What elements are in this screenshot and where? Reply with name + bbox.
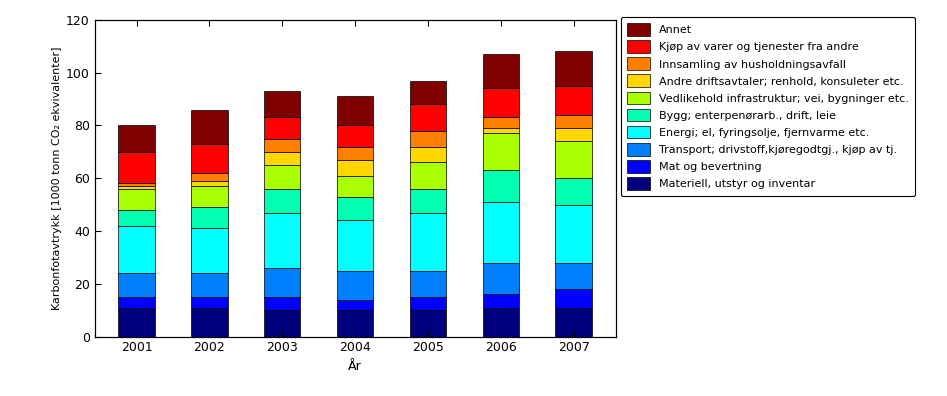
Bar xyxy=(556,115,592,128)
Bar xyxy=(556,289,592,308)
Bar xyxy=(118,210,154,226)
Bar xyxy=(191,173,227,181)
Bar xyxy=(556,51,592,86)
Bar xyxy=(410,189,446,213)
Bar xyxy=(191,308,227,337)
Bar xyxy=(264,165,300,189)
Bar xyxy=(483,54,519,88)
Bar xyxy=(337,221,373,270)
Bar xyxy=(191,110,227,144)
Bar xyxy=(191,181,227,186)
Bar xyxy=(337,147,373,160)
Bar xyxy=(118,126,154,152)
Bar xyxy=(264,118,300,139)
Bar xyxy=(410,147,446,162)
Bar xyxy=(483,133,519,170)
Bar xyxy=(410,131,446,147)
Bar xyxy=(118,308,154,337)
Bar xyxy=(337,96,373,126)
Bar xyxy=(483,263,519,294)
Bar xyxy=(337,175,373,197)
Bar xyxy=(337,197,373,221)
Bar xyxy=(191,297,227,308)
Bar xyxy=(410,104,446,131)
Bar xyxy=(264,213,300,268)
Bar xyxy=(191,228,227,273)
Bar xyxy=(410,162,446,189)
X-axis label: År: År xyxy=(348,360,362,373)
Bar xyxy=(556,86,592,115)
Bar xyxy=(264,310,300,337)
Bar xyxy=(118,297,154,308)
Bar xyxy=(264,297,300,310)
Bar xyxy=(264,139,300,152)
Bar xyxy=(410,297,446,310)
Bar xyxy=(483,202,519,263)
Bar xyxy=(556,178,592,205)
Bar xyxy=(337,310,373,337)
Bar xyxy=(556,308,592,337)
Bar xyxy=(483,294,519,308)
Bar xyxy=(410,213,446,270)
Bar xyxy=(337,270,373,300)
Bar xyxy=(483,88,519,118)
Bar xyxy=(556,263,592,289)
Bar xyxy=(556,128,592,141)
Bar xyxy=(410,80,446,104)
Bar xyxy=(337,300,373,310)
Bar xyxy=(118,226,154,273)
Bar xyxy=(264,268,300,297)
Bar xyxy=(191,207,227,228)
Bar xyxy=(556,141,592,178)
Bar xyxy=(264,91,300,118)
Bar xyxy=(191,144,227,173)
Bar xyxy=(118,189,154,210)
Bar xyxy=(264,189,300,213)
Bar xyxy=(191,186,227,207)
Bar xyxy=(118,152,154,183)
Bar xyxy=(118,183,154,186)
Bar xyxy=(410,270,446,297)
Bar xyxy=(410,310,446,337)
Bar xyxy=(118,186,154,189)
Bar xyxy=(264,152,300,165)
Bar xyxy=(337,126,373,147)
Bar xyxy=(337,160,373,175)
Bar xyxy=(483,170,519,202)
Bar xyxy=(483,128,519,133)
Bar xyxy=(118,273,154,297)
Bar xyxy=(483,308,519,337)
Y-axis label: Karbonfotavtrykk [1000 tonn CO₂ ekvivalenter]: Karbonfotavtrykk [1000 tonn CO₂ ekvivale… xyxy=(52,46,62,310)
Bar xyxy=(483,118,519,128)
Bar xyxy=(191,273,227,297)
Legend: Annet, Kjøp av varer og tjenester fra andre, Innsamling av husholdningsavfall, A: Annet, Kjøp av varer og tjenester fra an… xyxy=(621,17,915,196)
Bar xyxy=(556,205,592,263)
